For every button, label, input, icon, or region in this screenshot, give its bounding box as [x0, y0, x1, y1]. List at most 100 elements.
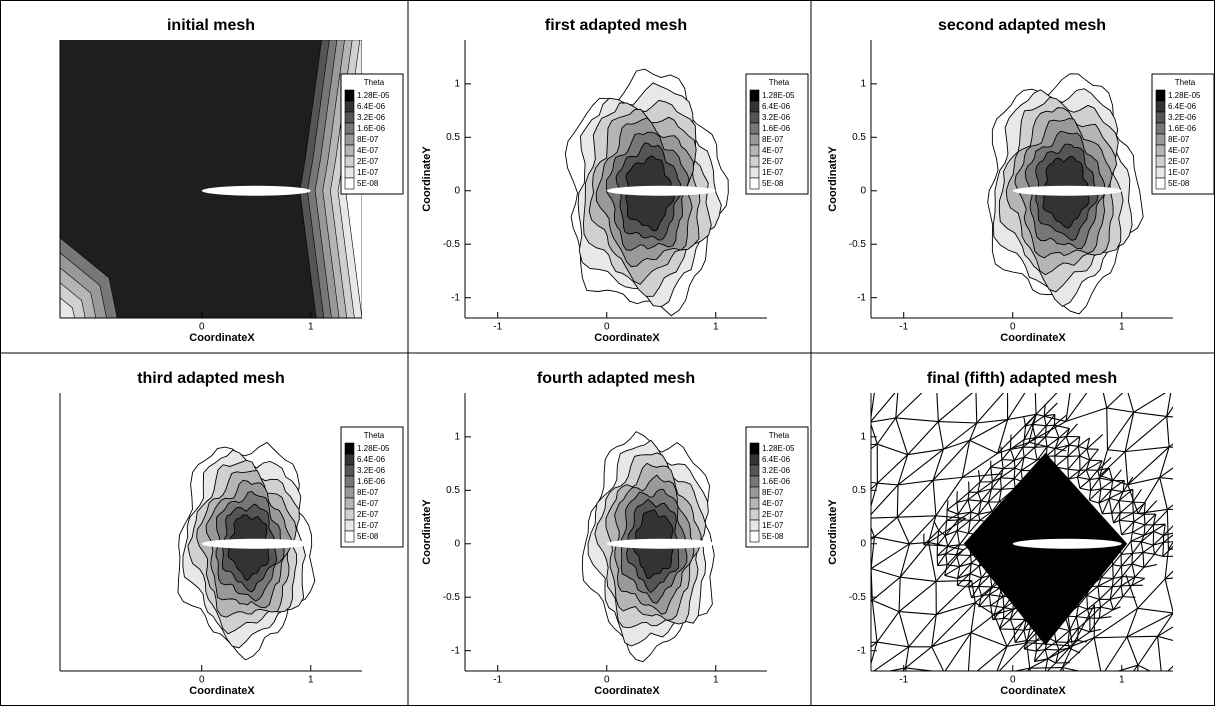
airfoil: [1012, 185, 1122, 196]
mesh-edge: [1157, 635, 1173, 641]
legend-label: 6.4E-06: [1168, 102, 1197, 111]
mesh-edge: [1163, 525, 1173, 536]
mesh-edge: [961, 440, 971, 478]
plot-area: [564, 68, 729, 317]
mesh-edge: [1068, 616, 1077, 631]
mesh-edge: [1077, 639, 1088, 643]
mesh-edge: [974, 602, 995, 616]
legend-swatch: [344, 100, 355, 113]
mesh-edge: [1126, 612, 1173, 638]
legend-label: 1.6E-06: [762, 124, 791, 133]
mesh-edge: [1009, 609, 1014, 620]
mesh-edge: [1159, 477, 1173, 480]
dense-mesh: [963, 452, 1128, 646]
panel: first adapted mesh -1 0 1 -1 -0.5 0 0.5 1 Coordin…: [421, 17, 809, 344]
mesh-edge: [937, 421, 944, 450]
mesh-edge: [1132, 524, 1146, 533]
mesh-edge: [1167, 541, 1173, 550]
mesh-edge: [955, 554, 961, 567]
mesh-edge: [943, 422, 978, 450]
mesh-edge: [1077, 436, 1081, 447]
legend-label: 3.2E-06: [1168, 113, 1197, 122]
mesh-edge: [1099, 586, 1113, 600]
mesh-edge: [1121, 563, 1133, 577]
mesh-edge: [898, 611, 910, 647]
mesh-edge: [1133, 393, 1167, 413]
legend-swatch: [344, 508, 355, 521]
mesh-edge: [1094, 636, 1127, 639]
mesh-edge: [945, 546, 949, 554]
mesh-edge: [938, 520, 948, 531]
mesh-edge: [992, 477, 1001, 483]
mesh-edge: [968, 573, 971, 588]
mesh-edge: [1000, 446, 1003, 460]
mesh-edge: [908, 614, 937, 648]
mesh-edge: [1043, 415, 1047, 426]
mesh-edge: [1133, 512, 1145, 515]
mesh-edge: [971, 586, 980, 599]
mesh-edge: [1068, 647, 1081, 654]
mesh-edge: [937, 564, 948, 567]
legend-swatch: [344, 530, 355, 543]
y-tick-label: 0.5: [852, 485, 866, 496]
mesh-edge: [956, 519, 971, 532]
mesh-edge: [970, 511, 979, 515]
panel: second adapted mesh -1 0 1 -1 -0.5 0 0.5 1 Coordi…: [827, 17, 1215, 344]
mesh-edge: [959, 532, 969, 546]
mesh-edge: [931, 646, 945, 671]
mesh-edge: [988, 586, 993, 595]
legend-swatch: [749, 453, 760, 466]
y-tick-label: 0: [454, 538, 460, 549]
mesh-edge: [1143, 524, 1154, 536]
mesh-edge: [1102, 393, 1108, 409]
mesh-edge: [833, 449, 835, 477]
mesh-edge: [956, 519, 959, 531]
mesh-edge: [1153, 523, 1166, 526]
mesh-edge: [1034, 393, 1037, 415]
legend-label: 1.6E-06: [357, 477, 386, 486]
mesh-edge: [956, 573, 971, 586]
mesh-edge: [1006, 702, 1038, 703]
mesh-edge: [1107, 449, 1126, 453]
mesh-edge: [1045, 424, 1055, 438]
mesh-edge: [1122, 488, 1133, 493]
mesh-edge: [1164, 570, 1173, 580]
mesh-edge: [1079, 448, 1088, 457]
mesh-edge: [979, 511, 993, 521]
mesh-edge: [1053, 425, 1060, 439]
mesh-edge: [978, 500, 982, 515]
legend-swatch: [344, 486, 355, 499]
mesh-edge: [1088, 488, 1102, 501]
mesh-edge: [938, 530, 946, 537]
airfoil: [606, 185, 716, 196]
mesh-edge: [1034, 437, 1036, 448]
mesh-edge: [1024, 456, 1038, 461]
mesh-edge: [969, 513, 979, 521]
mesh-edge: [945, 544, 960, 555]
mesh-edge: [956, 491, 970, 503]
mesh-edge: [871, 536, 875, 569]
mesh-edge: [945, 553, 957, 556]
legend-swatch: [1155, 166, 1166, 179]
mesh-edge: [896, 484, 899, 518]
mesh-edge: [835, 410, 840, 448]
mesh-edge: [987, 501, 993, 512]
mesh-edge: [1099, 616, 1112, 619]
mesh-edge: [1006, 642, 1027, 648]
mesh-edge: [1031, 424, 1036, 438]
mesh-edge: [1058, 428, 1070, 439]
mesh-edge: [970, 500, 982, 513]
mesh-edge: [1100, 488, 1112, 491]
legend-title: Theta: [1175, 78, 1196, 87]
mesh-edge: [978, 565, 982, 579]
mesh-edge: [958, 511, 972, 515]
mesh-edge: [836, 674, 842, 698]
legend-label: 2E-07: [762, 157, 784, 166]
mesh-edge: [957, 499, 969, 515]
mesh-edge: [1144, 513, 1157, 526]
mesh-edge: [1157, 636, 1162, 671]
mesh-edge: [962, 473, 1003, 478]
mesh-edge: [978, 501, 989, 515]
mesh-edge: [1013, 618, 1027, 630]
mesh-edge: [1076, 616, 1090, 619]
